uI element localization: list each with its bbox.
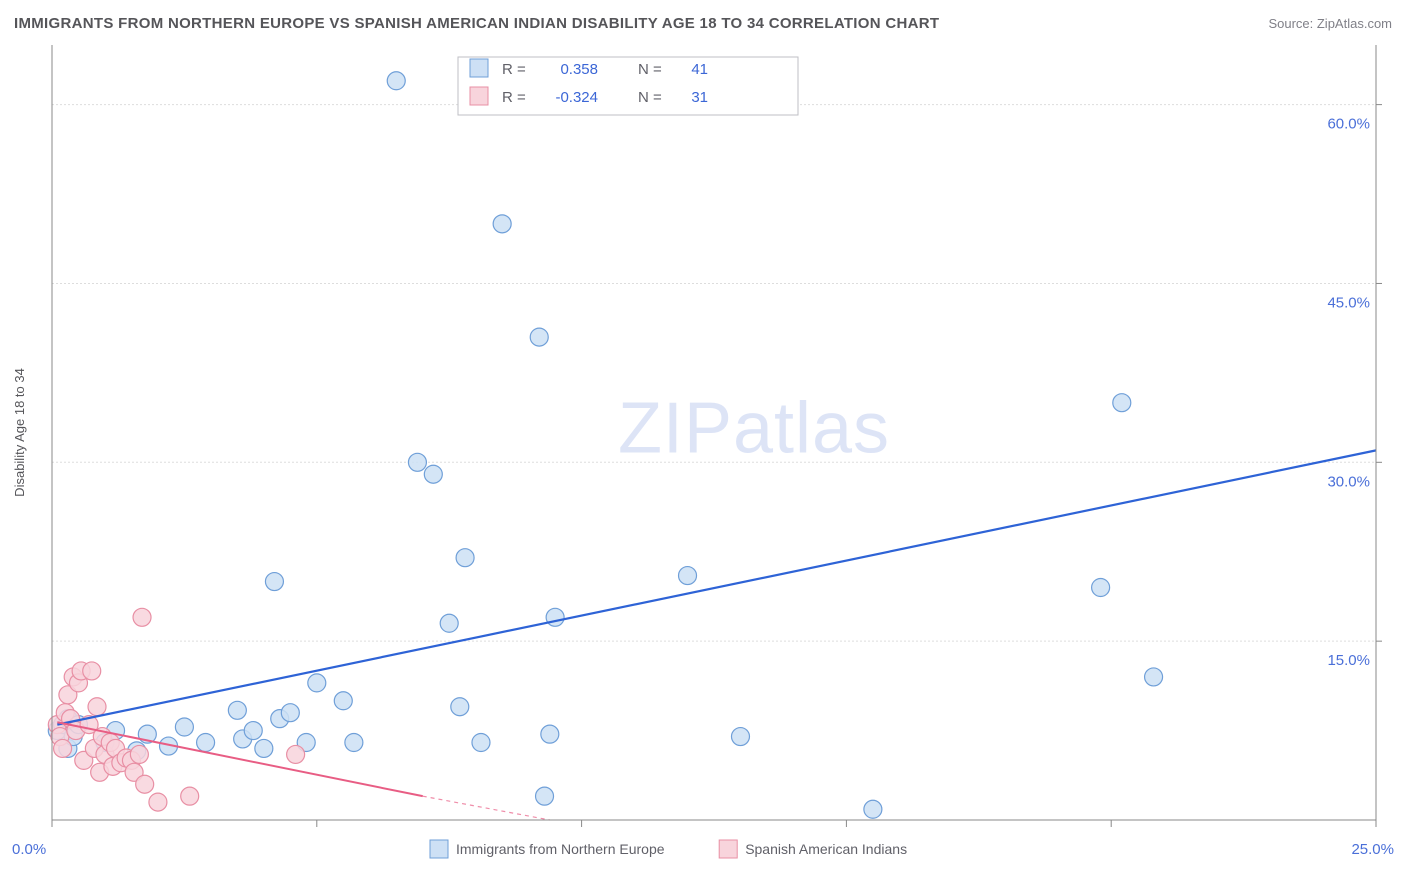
data-point [424, 465, 442, 483]
stat-n-value: 31 [691, 89, 708, 106]
data-point [493, 215, 511, 233]
data-point [244, 722, 262, 740]
y-axis-label: Disability Age 18 to 34 [12, 368, 27, 497]
data-point [1113, 394, 1131, 412]
chart-title: IMMIGRANTS FROM NORTHERN EUROPE VS SPANI… [14, 15, 939, 32]
data-point [541, 725, 559, 743]
data-point [133, 608, 151, 626]
data-point [175, 718, 193, 736]
data-point [530, 328, 548, 346]
data-point [1092, 579, 1110, 597]
stat-r-label: R = [502, 89, 526, 106]
data-point [281, 704, 299, 722]
x-tick-label: 0.0% [12, 841, 46, 858]
data-point [197, 734, 215, 752]
y-tick-label: 30.0% [1327, 473, 1370, 490]
data-point [83, 662, 101, 680]
data-point [456, 549, 474, 567]
bottom-legend-swatch [430, 840, 448, 858]
data-point [149, 793, 167, 811]
data-point [546, 608, 564, 626]
chart-svg: IMMIGRANTS FROM NORTHERN EUROPE VS SPANI… [0, 0, 1406, 892]
source-label: Source: ZipAtlas.com [1268, 16, 1392, 31]
data-point [679, 567, 697, 585]
data-point [408, 453, 426, 471]
data-point [287, 745, 305, 763]
y-tick-label: 15.0% [1327, 652, 1370, 669]
legend-swatch [470, 59, 488, 77]
trend-line [57, 450, 1376, 724]
data-point [345, 734, 363, 752]
y-tick-label: 60.0% [1327, 116, 1370, 133]
data-point [387, 72, 405, 90]
data-point [440, 614, 458, 632]
stat-n-label: N = [638, 89, 662, 106]
data-point [731, 728, 749, 746]
stat-r-label: R = [502, 61, 526, 78]
data-point [228, 701, 246, 719]
data-point [265, 573, 283, 591]
data-point [130, 745, 148, 763]
data-point [864, 800, 882, 818]
x-tick-label: 25.0% [1351, 841, 1394, 858]
stat-r-value: -0.324 [555, 89, 598, 106]
data-point [54, 739, 72, 757]
bottom-legend-label: Immigrants from Northern Europe [456, 841, 665, 857]
stat-r-value: 0.358 [560, 61, 598, 78]
legend-swatch [470, 87, 488, 105]
data-point [136, 775, 154, 793]
data-point [451, 698, 469, 716]
bottom-legend-swatch [719, 840, 737, 858]
data-point [1145, 668, 1163, 686]
data-point [472, 734, 490, 752]
stat-n-value: 41 [691, 61, 708, 78]
chart-container: IMMIGRANTS FROM NORTHERN EUROPE VS SPANI… [0, 0, 1406, 892]
data-point [255, 739, 273, 757]
data-point [181, 787, 199, 805]
data-point [308, 674, 326, 692]
y-tick-label: 45.0% [1327, 294, 1370, 311]
bottom-legend-label: Spanish American Indians [745, 841, 907, 857]
data-point [334, 692, 352, 710]
data-point [88, 698, 106, 716]
watermark: ZIPatlas [618, 389, 890, 469]
stat-n-label: N = [638, 61, 662, 78]
data-point [536, 787, 554, 805]
trend-line-ext [423, 796, 550, 820]
